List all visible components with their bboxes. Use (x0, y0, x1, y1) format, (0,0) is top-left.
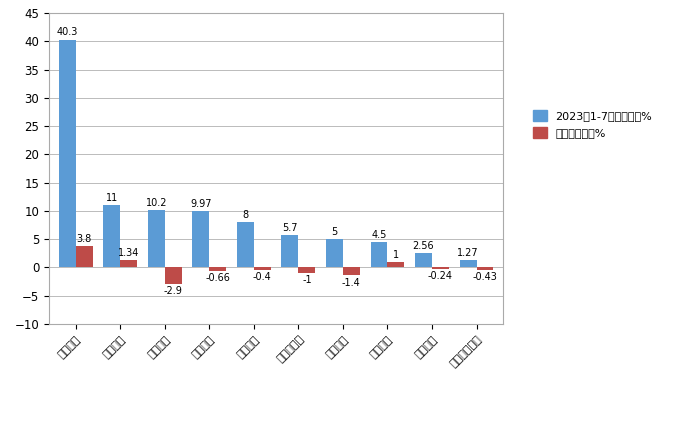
Bar (415, 253, 432, 267)
Bar (59, 40, 75, 267)
Bar (326, 239, 343, 267)
Text: -0.24: -0.24 (428, 271, 453, 281)
Text: 11: 11 (106, 193, 118, 203)
Bar (477, 267, 493, 270)
Bar (103, 205, 120, 267)
Bar (165, 267, 182, 284)
Bar (432, 267, 449, 269)
Text: -2.9: -2.9 (164, 286, 182, 296)
Bar (298, 267, 315, 273)
Bar (120, 260, 137, 267)
Text: 5.7: 5.7 (282, 223, 298, 233)
Text: 1: 1 (393, 250, 399, 260)
Text: 40.3: 40.3 (57, 27, 78, 37)
Text: -1: -1 (302, 275, 312, 286)
Bar (343, 267, 360, 275)
Bar (237, 222, 254, 267)
Text: 5: 5 (331, 227, 338, 237)
Text: 1.34: 1.34 (118, 248, 139, 257)
Text: 10.2: 10.2 (145, 197, 167, 207)
Text: 3.8: 3.8 (76, 234, 92, 244)
Text: 8: 8 (243, 210, 248, 220)
Legend: 2023年1-7月市场份额%, 同比份额增减%: 2023年1-7月市场份额%, 同比份额增减% (529, 105, 657, 143)
Text: 2.56: 2.56 (412, 241, 434, 251)
Text: 1.27: 1.27 (457, 248, 479, 258)
Text: -0.43: -0.43 (473, 272, 498, 282)
Bar (209, 267, 226, 271)
Bar (147, 210, 165, 267)
Text: 9.97: 9.97 (190, 199, 212, 209)
Text: -0.4: -0.4 (253, 272, 272, 282)
Bar (254, 267, 271, 270)
Bar (75, 246, 92, 267)
Bar (370, 242, 387, 267)
Bar (192, 211, 209, 267)
Bar (460, 260, 477, 267)
Text: -1.4: -1.4 (342, 278, 361, 288)
Text: 4.5: 4.5 (371, 230, 387, 240)
Bar (282, 235, 298, 267)
Text: -0.66: -0.66 (206, 273, 230, 283)
Bar (387, 262, 405, 267)
